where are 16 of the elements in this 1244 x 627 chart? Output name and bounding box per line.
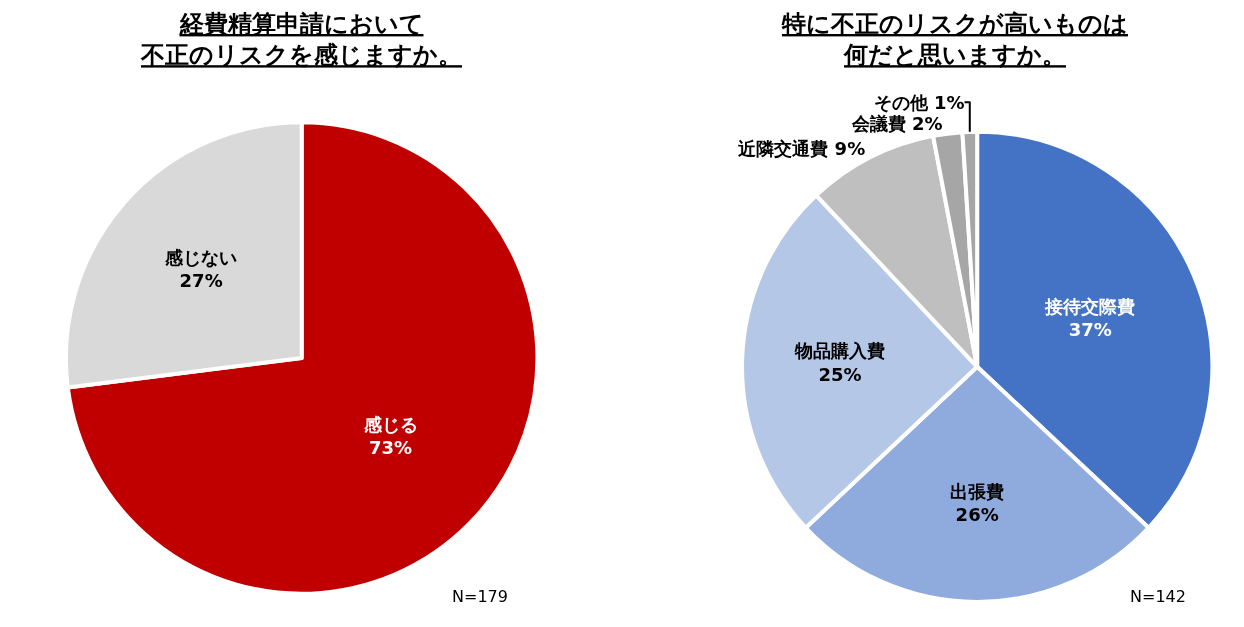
slice-label: 接待交際費 (1044, 295, 1136, 317)
slice-label: 会議費 2% (850, 112, 943, 134)
slice-label: 感じる (362, 413, 418, 435)
slice-label: 感じない (164, 246, 238, 268)
slice-label: 物品購入費 (794, 340, 885, 362)
text: 何だと思いますか。 (844, 41, 1066, 70)
text: N=179 (452, 587, 508, 606)
data-label: 73% (369, 437, 413, 459)
slice-label: 近隣交通費 9% (737, 138, 866, 160)
slice-label: 出張費 (950, 480, 1005, 502)
slice-label: その他 1% (873, 91, 965, 113)
text: N=142 (1130, 587, 1186, 606)
data-label: 27% (179, 270, 223, 292)
data-label: 26% (955, 503, 999, 525)
data-label: 37% (1068, 319, 1112, 341)
data-label: 25% (818, 363, 862, 385)
